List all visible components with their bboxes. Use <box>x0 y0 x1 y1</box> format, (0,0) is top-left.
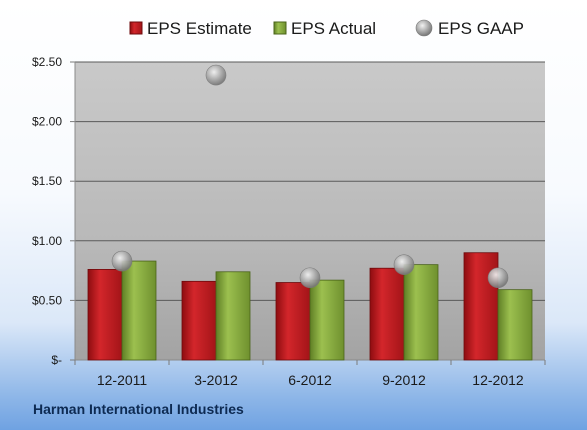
marker-eps-gaap <box>205 64 227 86</box>
x-tick-label: 12-2012 <box>472 372 524 388</box>
legend-label: EPS Estimate <box>147 19 252 38</box>
marker-eps-gaap <box>111 250 133 272</box>
y-tick-label: $2.00 <box>32 115 62 129</box>
legend-label: EPS Actual <box>291 19 376 38</box>
bar-eps-estimate <box>369 267 405 361</box>
bar-eps-estimate <box>181 280 217 361</box>
bar-eps-estimate <box>275 282 311 361</box>
x-tick-label: 6-2012 <box>288 372 332 388</box>
x-tick-label: 9-2012 <box>382 372 426 388</box>
bar-eps-actual <box>403 264 439 361</box>
legend-swatch <box>273 21 287 35</box>
legend-label: EPS GAAP <box>438 19 524 38</box>
y-tick-label: $2.50 <box>32 55 62 69</box>
x-tick-label: 12-2011 <box>97 372 148 388</box>
y-tick-label: $1.50 <box>32 174 62 188</box>
marker-eps-gaap <box>487 267 509 289</box>
x-tick-label: 3-2012 <box>194 372 238 388</box>
bar-eps-actual <box>309 279 345 361</box>
y-tick-label: $- <box>51 353 62 367</box>
bar-eps-estimate <box>87 269 123 361</box>
legend-swatch <box>129 21 143 35</box>
y-tick-label: $0.50 <box>32 293 62 307</box>
bar-eps-actual <box>215 271 251 361</box>
y-tick-label: $1.00 <box>32 234 62 248</box>
legend-swatch <box>415 19 433 37</box>
bar-eps-actual <box>121 260 157 361</box>
marker-eps-gaap <box>393 254 415 275</box>
marker-eps-gaap <box>299 267 321 289</box>
bar-eps-actual <box>497 289 533 361</box>
company-name: Harman International Industries <box>33 401 244 417</box>
